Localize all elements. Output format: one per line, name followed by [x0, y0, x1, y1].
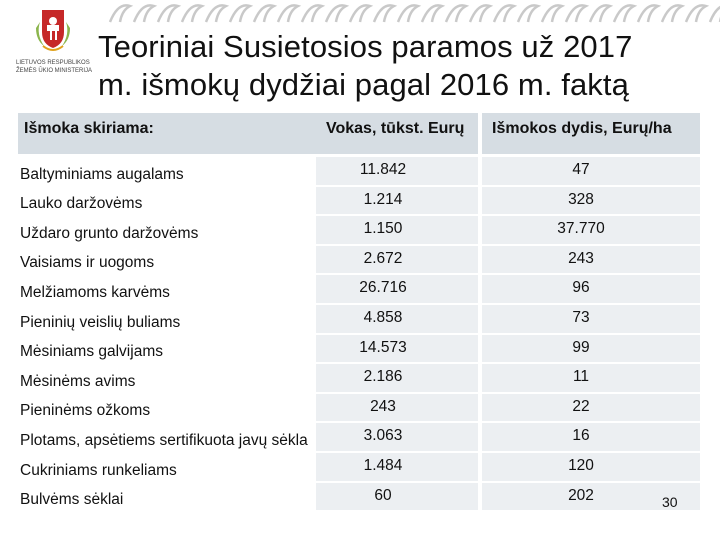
ornament-swirl [372, 4, 398, 23]
table-row: Pieninėms ožkoms 243 22 [18, 393, 700, 424]
envelope-value: 60 [316, 482, 478, 513]
table-row: Melžiamoms karvėms 26.716 96 [18, 275, 700, 305]
envelope-value: 1.484 [316, 452, 478, 483]
ornament-swirl [300, 4, 326, 23]
ornament-swirl [180, 4, 206, 23]
table-row: Cukriniams runkeliams 1.484 120 [18, 452, 700, 483]
payment-rate-value: 11 [478, 364, 700, 394]
payment-rate-value: 120 [478, 452, 700, 483]
header-envelope: Vokas, tūkst. Eurų [316, 113, 478, 157]
row-label: Baltyminiams augalams [20, 165, 184, 183]
ornament-swirl [708, 5, 720, 23]
ornament-swirl [420, 4, 446, 23]
row-label: Plotams, apsėtiems sertifikuota javų sėk… [20, 431, 308, 449]
table-row: Baltyminiams augalams 11.842 47 [18, 157, 700, 187]
header-payment-rate: Išmokos dydis, Eurų/ha [478, 113, 700, 157]
envelope-value: 1.214 [316, 186, 478, 217]
payment-rate-value: 73 [478, 304, 700, 335]
ornament-swirl [396, 4, 422, 23]
payment-rate-value: 96 [478, 275, 700, 305]
header-payment-for: Išmoka skiriama: [18, 113, 316, 157]
ornament-swirl [108, 4, 134, 23]
ornament-swirl [444, 4, 470, 23]
ornament-swirl [132, 4, 158, 23]
row-label: Vaisiams ir uogoms [20, 254, 155, 272]
ornament-swirl [684, 4, 710, 23]
payment-rate-value: 243 [478, 245, 700, 276]
slide-title: Teoriniai Susietosios paramos už 2017 m.… [98, 29, 633, 102]
payment-rate-value: 16 [478, 423, 700, 453]
row-label: Bulvėms sėklai [20, 491, 124, 509]
decorative-ornament-band [108, 4, 720, 23]
row-label: Cukriniams runkeliams [20, 461, 177, 479]
row-label: Pieninių veislių buliams [20, 313, 181, 331]
envelope-value: 243 [316, 393, 478, 424]
row-label: Mėsiniams galvijams [20, 343, 163, 361]
table-row: Vaisiams ir uogoms 2.672 243 [18, 245, 700, 276]
table-row: Lauko daržovėms 1.214 328 [18, 186, 700, 217]
ornament-swirl [492, 4, 518, 23]
row-label: Lauko daržovėms [20, 195, 143, 213]
payment-rate-value: 22 [478, 393, 700, 424]
payment-table: Išmoka skiriama: Vokas, tūkst. Eurų Išmo… [18, 113, 700, 513]
row-label: Uždaro grunto daržovėms [20, 224, 199, 242]
ornament-swirl [516, 4, 542, 23]
table-body: Baltyminiams augalams 11.842 47 Lauko daržo… [18, 157, 700, 513]
table-row: Pieninių veislių buliams 4.858 73 [18, 304, 700, 335]
ornament-swirl [348, 4, 374, 23]
table-row: Mėsinėms avims 2.186 11 [18, 364, 700, 394]
payment-rate-value: 37.770 [478, 216, 700, 246]
svg-text:LIETUVOS RESPUBLIKOS: LIETUVOS RESPUBLIKOS [16, 60, 90, 66]
row-label: Melžiamoms karvėms [20, 283, 170, 301]
envelope-value: 3.063 [316, 423, 478, 453]
svg-text:ŽEMĖS ŪKIO MINISTERIJA: ŽEMĖS ŪKIO MINISTERIJA [16, 66, 92, 74]
ornament-swirl [468, 4, 494, 23]
payment-rate-value: 328 [478, 186, 700, 217]
payment-rate-value: 202 [478, 482, 700, 513]
envelope-value: 14.573 [316, 334, 478, 365]
row-label: Pieninėms ožkoms [20, 402, 151, 420]
table-row: Bulvėms sėklai 60 202 [18, 482, 700, 513]
ornament-swirl [588, 4, 614, 23]
table-row: Mėsiniams galvijams 14.573 99 [18, 334, 700, 365]
ornament-swirl [564, 4, 590, 23]
ornament-swirl [228, 4, 254, 23]
table-header-row: Išmoka skiriama: Vokas, tūkst. Eurų Išmo… [18, 113, 700, 157]
envelope-value: 26.716 [316, 275, 478, 305]
envelope-value: 2.672 [316, 245, 478, 276]
ornament-swirl [636, 4, 662, 23]
envelope-value: 11.842 [316, 157, 478, 187]
ornament-swirl [540, 4, 566, 23]
ministry-logo: LIETUVOS RESPUBLIKOS ŽEMĖS ŪKIO MINISTER… [16, 10, 92, 74]
envelope-value: 4.858 [316, 304, 478, 335]
ornament-swirl [324, 4, 350, 23]
payment-rate-value: 47 [478, 157, 700, 187]
table-row: Plotams, apsėtiems sertifikuota javų sėk… [18, 423, 700, 453]
ornament-swirl [252, 4, 278, 23]
payment-rate-value: 99 [478, 334, 700, 365]
envelope-value: 1.150 [316, 216, 478, 246]
ornament-swirl [276, 4, 302, 23]
ornament-swirl [156, 4, 182, 23]
ornament-swirl [612, 4, 638, 23]
ornament-swirl [204, 4, 230, 23]
page-number: 30 [662, 494, 678, 510]
table-row: Uždaro grunto daržovėms 1.150 37.770 [18, 216, 700, 246]
row-label: Mėsinėms avims [20, 372, 136, 390]
envelope-value: 2.186 [316, 364, 478, 394]
ornament-swirl [660, 4, 686, 23]
